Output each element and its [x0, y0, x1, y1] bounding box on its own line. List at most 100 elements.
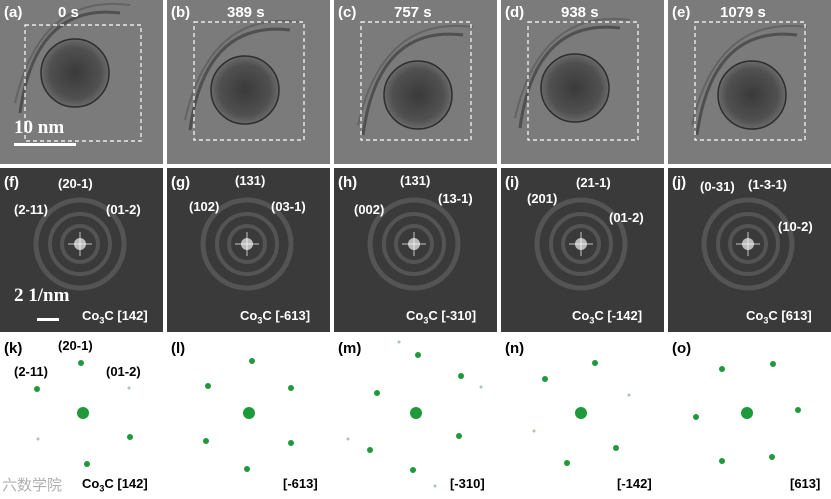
watermark: 六数学院 [2, 477, 63, 494]
simulated-pattern-panel: (m) [-310] [334, 336, 497, 499]
diffraction-spot [397, 340, 401, 344]
diffuse-ring [33, 197, 127, 291]
panel-label: (e) [672, 4, 691, 21]
carbon-shell [188, 27, 291, 131]
diffraction-spot [127, 434, 133, 440]
carbon-shell [695, 32, 798, 136]
time-label: 389 s [227, 4, 265, 21]
zone-axis-label: [-613] [283, 476, 318, 491]
diffraction-spot [532, 429, 536, 433]
diffraction-spot [249, 358, 255, 364]
panel-label: (h) [338, 174, 358, 191]
miller-index: (01-2) [609, 210, 644, 225]
miller-index: (01-2) [106, 364, 141, 379]
zone-axis-label: [-310] [450, 476, 485, 491]
tem-micrograph [184, 19, 305, 141]
diffuse-ring [549, 212, 613, 276]
diffraction-spot [456, 433, 462, 439]
miller-index: (21-1) [576, 175, 611, 190]
carbon-shell [518, 25, 621, 129]
diffuse-ring [48, 212, 112, 276]
zone-suffix: C [613] [768, 308, 812, 323]
tem-micrograph [691, 21, 808, 141]
transmitted-spot [575, 407, 587, 419]
diffraction-spot [627, 393, 631, 397]
carbon-layer [184, 19, 301, 121]
scale-bar-label: 10 nm [14, 117, 65, 138]
zone-subscript: 3 [589, 315, 595, 326]
simulated-pattern-panel: (l) [-613] [167, 336, 330, 499]
zone-suffix: C [142] [104, 476, 148, 491]
diffuse-ring [534, 197, 628, 291]
carbon-shell [361, 32, 464, 136]
time-label: 938 s [561, 4, 599, 21]
simulated-diffraction [34, 360, 133, 467]
carbon-layer [357, 24, 474, 126]
diffraction-spot [244, 466, 250, 472]
nanoparticle [210, 55, 280, 125]
miller-index: (2-11) [14, 364, 48, 379]
zone-suffix: C [142] [104, 308, 148, 323]
zone-prefix: Co [406, 308, 424, 323]
panel-label: (o) [672, 340, 692, 357]
diffraction-spot [542, 376, 548, 382]
nanoparticle [717, 60, 787, 130]
simulated-pattern-panel: (o) [613] [668, 336, 831, 499]
zone-axis-label: Co3C [142] [82, 476, 148, 494]
miller-index: (0-31) [700, 179, 735, 194]
simulated-diffraction [203, 358, 294, 472]
simulated-diffraction [532, 360, 631, 466]
time-label: 1079 s [720, 4, 766, 21]
panel-label: (n) [505, 340, 525, 357]
miller-index: (201) [527, 191, 558, 206]
fft-pattern-panel: (i) (21-1) (201) (01-2) Co3C [-142] [501, 168, 664, 332]
zone-suffix: C [-142] [594, 308, 643, 323]
zone-axis-label: Co3C [-310] [406, 308, 476, 326]
panel-label: (m) [338, 340, 362, 357]
nanoparticle [540, 53, 610, 123]
zone-suffix: C [-613] [262, 308, 311, 323]
transmitted-spot [243, 407, 255, 419]
zone-axis-label: Co3C [-142] [572, 308, 642, 326]
diffraction-spot [770, 361, 776, 367]
diffraction-spot [374, 390, 380, 396]
miller-index: (002) [354, 202, 385, 217]
carbon-layer [514, 17, 631, 119]
diffraction-spot [84, 461, 90, 467]
zone-prefix: Co [82, 308, 100, 323]
simulated-pattern-panel: (n) [-142] [501, 336, 664, 499]
fft-image [701, 197, 795, 291]
panel-label: (b) [171, 4, 191, 21]
panel-label: (i) [505, 174, 520, 191]
simulated-diffraction [346, 340, 483, 488]
diffraction-spot [564, 460, 570, 466]
tem-micrograph [357, 21, 474, 141]
nanoparticle [383, 60, 453, 130]
tem-micrograph [14, 2, 142, 142]
scale-bar [37, 318, 59, 321]
diffraction-spot [410, 467, 416, 473]
diffraction-spot [367, 447, 373, 453]
zone-subscript: 3 [257, 315, 263, 326]
diffraction-spot [36, 437, 40, 441]
fft-image [534, 197, 628, 291]
zone-prefix: Co [746, 308, 764, 323]
diffuse-ring [215, 212, 279, 276]
diffraction-spot [719, 458, 725, 464]
diffraction-spot [127, 386, 131, 390]
diffraction-spot [288, 440, 294, 446]
diffraction-spot [34, 386, 40, 392]
panel-label: (a) [4, 4, 23, 21]
diffuse-ring [394, 224, 434, 264]
transmitted-spot [410, 407, 422, 419]
miller-index: (131) [400, 173, 431, 188]
nanoparticle [40, 38, 110, 108]
diffuse-ring [367, 197, 461, 291]
miller-index: (20-1) [58, 176, 93, 191]
zone-subscript: 3 [423, 315, 429, 326]
panel-label: (d) [505, 4, 525, 21]
diffraction-spot [205, 383, 211, 389]
zone-axis-label: Co3C [142] [82, 308, 148, 326]
diffuse-ring [728, 224, 768, 264]
fft-pattern-panel: (g) (131) (102) (03-1) Co3C [-613] [167, 168, 330, 332]
